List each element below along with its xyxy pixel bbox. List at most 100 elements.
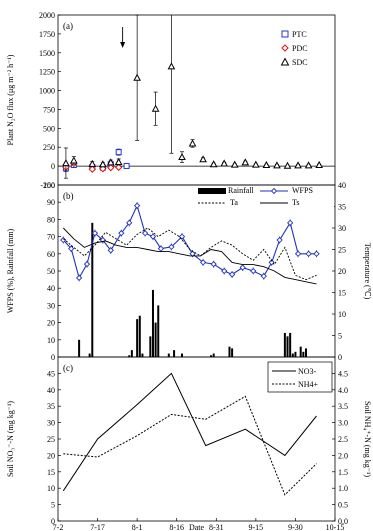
x-tick-label: 9-15 bbox=[249, 523, 264, 531]
wfps-point bbox=[313, 250, 320, 257]
x-tick-label: 10-15 bbox=[326, 523, 345, 531]
wfps-point bbox=[149, 233, 157, 240]
data-point bbox=[167, 62, 176, 70]
data-point bbox=[230, 160, 239, 168]
rainfall-bar bbox=[228, 346, 231, 357]
legend-label: SDC bbox=[292, 58, 308, 67]
legend-label: NO3- bbox=[298, 367, 317, 376]
soil-temperature-line bbox=[62, 227, 317, 285]
wfps-point bbox=[287, 219, 294, 226]
y-tick-label: 30 bbox=[47, 419, 55, 428]
legend-marker bbox=[280, 57, 290, 66]
y-tick-label: 30 bbox=[47, 301, 55, 310]
y2-tick-label: 1.0 bbox=[338, 484, 348, 493]
y2-tick-label: 3.0 bbox=[338, 419, 348, 428]
wfps-point bbox=[250, 267, 257, 275]
y2-tick-label: 20 bbox=[338, 267, 346, 276]
y2-tick-label: 2.0 bbox=[338, 451, 348, 460]
wfps-point bbox=[68, 245, 75, 252]
rainfall-bar bbox=[78, 339, 81, 357]
data-point bbox=[252, 160, 260, 168]
wfps-point bbox=[199, 259, 207, 266]
y-tick-label: 45 bbox=[47, 369, 55, 378]
wfps-point bbox=[126, 219, 133, 226]
data-point bbox=[209, 160, 218, 168]
data-point bbox=[262, 160, 271, 168]
wfps-point bbox=[157, 245, 165, 252]
y2-tick-label: 5 bbox=[338, 332, 342, 341]
rainfall-bar bbox=[286, 336, 289, 357]
y2-axis-label: Temperature (℃) bbox=[363, 243, 372, 300]
rainfall-bar bbox=[291, 353, 294, 357]
y-tick-label: 40 bbox=[47, 284, 55, 293]
wfps-point bbox=[60, 236, 67, 244]
x-axis: 7-2 7-17 8-1 8-16 8-31 9-15 9-30 10-15 Date bbox=[53, 518, 345, 531]
data-point bbox=[115, 149, 122, 156]
y-tick-label: 1750 bbox=[39, 30, 55, 39]
rainfall-bar bbox=[88, 353, 91, 357]
wfps-point bbox=[134, 202, 141, 209]
y-tick-label: -250 bbox=[40, 181, 55, 190]
y2-tick-label: 30 bbox=[338, 224, 346, 233]
data-point bbox=[133, 73, 141, 81]
data-point bbox=[123, 162, 130, 169]
wfps-point bbox=[141, 230, 149, 237]
y-axis-label: Soil NO₃⁻-N (mg kg⁻¹) bbox=[6, 401, 15, 477]
rainfall-bar bbox=[299, 346, 302, 357]
y2-tick-label: 35 bbox=[338, 203, 346, 212]
rainfall-bar bbox=[167, 353, 170, 357]
y2-tick-label: 0.5 bbox=[338, 501, 348, 510]
y-tick-label: 70 bbox=[47, 233, 55, 242]
y-tick-label: 60 bbox=[47, 250, 55, 259]
y2-tick-label: 0.0 bbox=[338, 517, 348, 526]
y-tick-label: 25 bbox=[47, 435, 55, 444]
data-point bbox=[294, 161, 302, 169]
rainfall-bar bbox=[149, 336, 152, 357]
y2-tick-label: 40 bbox=[338, 181, 346, 190]
data-point bbox=[273, 161, 281, 169]
panel-b: 0 10 20 30 40 50 60 70 80 90 100 0 5 10 15 20 25 30 35 40 (b… bbox=[6, 181, 372, 362]
air-temperature-line bbox=[63, 227, 317, 281]
y-tick-label: 1500 bbox=[39, 49, 55, 58]
y-tick-label: 250 bbox=[43, 143, 55, 152]
nh4-line bbox=[63, 395, 317, 496]
y-tick-label: 15 bbox=[47, 468, 55, 477]
wfps-point bbox=[75, 274, 83, 282]
fertilizer-arrow-head-icon bbox=[120, 42, 126, 48]
data-point bbox=[151, 104, 160, 112]
data-point bbox=[220, 159, 229, 167]
y-tick-label: 500 bbox=[43, 124, 55, 133]
panel-label: (b) bbox=[63, 191, 74, 201]
rainfall-bar bbox=[210, 355, 213, 357]
wfps-point bbox=[260, 273, 267, 280]
panel-c: 0 5 10 15 20 25 30 35 40 45 0.0 0.5 1.0 1.5 2.0 2.5 3.0 3… bbox=[6, 356, 372, 526]
wfps-point bbox=[83, 260, 91, 268]
y2-tick-label: 1.5 bbox=[338, 468, 348, 477]
data-point bbox=[107, 163, 115, 172]
y-tick-label: 750 bbox=[43, 105, 55, 114]
y-tick-label: 10 bbox=[47, 336, 55, 345]
rainfall-bar bbox=[136, 319, 139, 357]
y2-tick-label: 25 bbox=[338, 246, 346, 255]
y-tick-label: 20 bbox=[47, 319, 55, 328]
data-point bbox=[99, 165, 107, 173]
wfps-point bbox=[91, 230, 99, 237]
y-tick-label: 1250 bbox=[39, 68, 55, 77]
x-tick-label: 9-30 bbox=[288, 523, 303, 531]
data-point bbox=[178, 152, 186, 161]
y2-tick-label: 4.0 bbox=[338, 386, 348, 395]
no3-line bbox=[62, 372, 317, 492]
panel-label: (a) bbox=[63, 21, 73, 31]
data-point bbox=[304, 161, 313, 169]
x-tick-label: 8-1 bbox=[132, 523, 143, 531]
rainfall-bar bbox=[231, 348, 234, 357]
wfps-point bbox=[239, 264, 246, 271]
legend-box bbox=[267, 361, 333, 393]
legend-label: Rainfall bbox=[228, 186, 255, 195]
wfps-point bbox=[268, 259, 275, 266]
legend-label: NH4+ bbox=[298, 380, 319, 389]
rainfall-bar bbox=[294, 351, 297, 357]
rainfall-bar bbox=[212, 353, 215, 357]
data-point bbox=[199, 155, 207, 163]
